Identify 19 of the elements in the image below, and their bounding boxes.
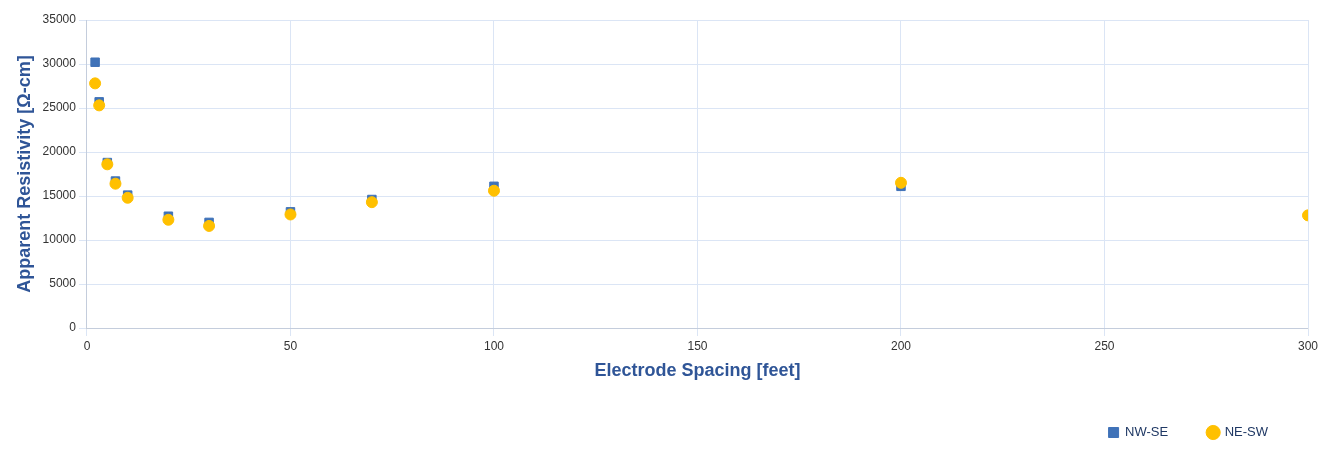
y-tick-label: 5000 bbox=[49, 276, 77, 291]
legend-label: NE-SW bbox=[1224, 424, 1269, 440]
x-tick-label: 50 bbox=[283, 338, 298, 353]
y-tick-label: 35000 bbox=[42, 12, 77, 27]
y-tick-label: 20000 bbox=[42, 144, 77, 159]
x-tick-label: 100 bbox=[483, 338, 505, 353]
x-tick-label: 300 bbox=[1297, 338, 1319, 353]
y-tick-label: 0 bbox=[69, 320, 77, 335]
y-tick-label: 30000 bbox=[42, 56, 77, 71]
y-tick-label: 10000 bbox=[42, 232, 77, 247]
x-axis-title: Electrode Spacing [feet] bbox=[594, 360, 801, 381]
x-tick-label: 250 bbox=[1094, 338, 1115, 353]
x-tick-label: 200 bbox=[890, 338, 912, 353]
y-tick-label: 15000 bbox=[42, 188, 77, 203]
y-tick-label: 25000 bbox=[42, 100, 77, 115]
legend-label: NW-SE bbox=[1125, 424, 1169, 440]
x-tick-label: 150 bbox=[687, 338, 708, 353]
y-axis-title: Apparent Resistivity [Ω-cm] bbox=[13, 55, 34, 293]
x-tick-label: 0 bbox=[83, 338, 91, 353]
